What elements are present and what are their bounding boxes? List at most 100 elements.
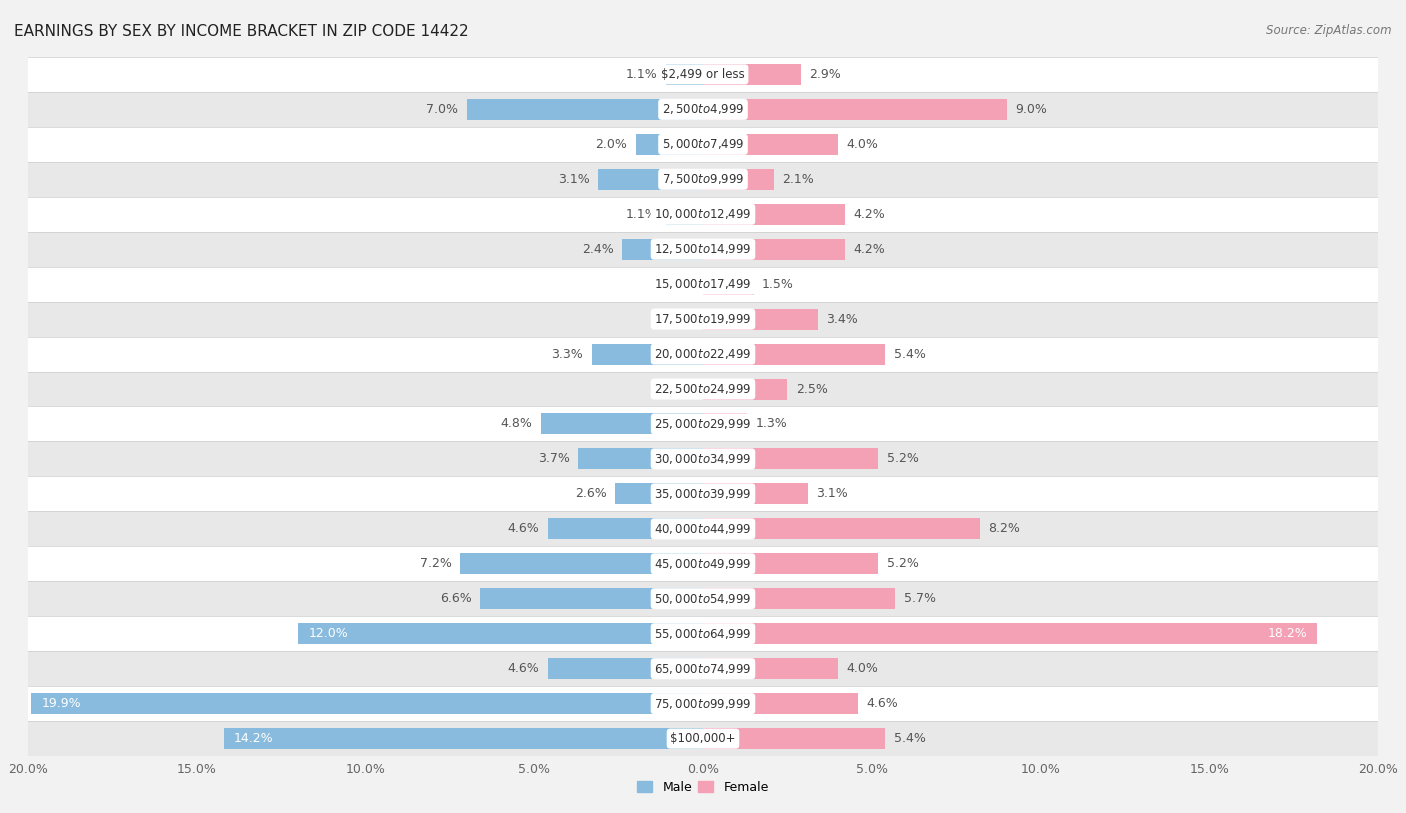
Text: 2.1%: 2.1% (782, 173, 814, 185)
Text: 1.1%: 1.1% (626, 208, 658, 220)
Bar (224, 728, 703, 749)
Text: 0.0%: 0.0% (662, 278, 695, 290)
Bar (28, 441, 1378, 476)
Text: $2,500 to $4,999: $2,500 to $4,999 (662, 102, 744, 116)
Text: 5.2%: 5.2% (887, 558, 918, 570)
Text: $65,000 to $74,999: $65,000 to $74,999 (654, 662, 752, 676)
Bar (467, 99, 703, 120)
Text: 0.0%: 0.0% (662, 313, 695, 325)
Text: 18.2%: 18.2% (1267, 628, 1308, 640)
Text: 2.4%: 2.4% (582, 243, 613, 255)
Bar (703, 344, 886, 364)
Text: 4.0%: 4.0% (846, 138, 879, 150)
Bar (703, 134, 838, 154)
Bar (703, 589, 896, 609)
Text: 4.2%: 4.2% (853, 243, 884, 255)
Text: $5,000 to $7,499: $5,000 to $7,499 (662, 137, 744, 151)
Bar (28, 162, 1378, 197)
Text: $20,000 to $22,499: $20,000 to $22,499 (654, 347, 752, 361)
Bar (28, 581, 1378, 616)
Bar (703, 309, 818, 329)
Text: 2.5%: 2.5% (796, 383, 828, 395)
Bar (703, 449, 879, 469)
Text: 4.6%: 4.6% (866, 698, 898, 710)
Bar (541, 414, 703, 434)
Bar (28, 721, 1378, 756)
Text: $50,000 to $54,999: $50,000 to $54,999 (654, 592, 752, 606)
Bar (592, 344, 703, 364)
Text: $15,000 to $17,499: $15,000 to $17,499 (654, 277, 752, 291)
Text: 5.4%: 5.4% (894, 348, 925, 360)
Text: 1.3%: 1.3% (755, 418, 787, 430)
Legend: Male, Female: Male, Female (633, 776, 773, 799)
Text: $30,000 to $34,999: $30,000 to $34,999 (654, 452, 752, 466)
Text: 4.0%: 4.0% (846, 663, 879, 675)
Bar (548, 519, 703, 539)
Text: 8.2%: 8.2% (988, 523, 1019, 535)
Text: $40,000 to $44,999: $40,000 to $44,999 (654, 522, 752, 536)
Bar (28, 197, 1378, 232)
Bar (703, 519, 980, 539)
Text: $100,000+: $100,000+ (671, 733, 735, 745)
Text: 5.4%: 5.4% (894, 733, 925, 745)
Text: 2.6%: 2.6% (575, 488, 607, 500)
Bar (28, 127, 1378, 162)
Text: 9.0%: 9.0% (1015, 103, 1047, 115)
Bar (28, 302, 1378, 337)
Text: $22,500 to $24,999: $22,500 to $24,999 (654, 382, 752, 396)
Text: 3.1%: 3.1% (558, 173, 591, 185)
Bar (460, 554, 703, 574)
Text: 3.7%: 3.7% (538, 453, 569, 465)
Text: 19.9%: 19.9% (42, 698, 82, 710)
Text: 2.0%: 2.0% (595, 138, 627, 150)
Bar (703, 693, 858, 714)
Bar (28, 651, 1378, 686)
Bar (28, 546, 1378, 581)
Bar (599, 169, 703, 189)
Bar (703, 624, 1317, 644)
Text: 2.9%: 2.9% (810, 68, 841, 80)
Bar (481, 589, 703, 609)
Bar (703, 414, 747, 434)
Bar (28, 511, 1378, 546)
Text: $12,500 to $14,999: $12,500 to $14,999 (654, 242, 752, 256)
Bar (28, 92, 1378, 127)
Bar (636, 134, 703, 154)
Bar (703, 484, 807, 504)
Bar (703, 379, 787, 399)
Text: 4.8%: 4.8% (501, 418, 533, 430)
Text: $35,000 to $39,999: $35,000 to $39,999 (654, 487, 752, 501)
Bar (28, 337, 1378, 372)
Text: 3.3%: 3.3% (551, 348, 583, 360)
Bar (616, 484, 703, 504)
Bar (703, 169, 773, 189)
Bar (703, 64, 801, 85)
Bar (703, 239, 845, 259)
Bar (28, 406, 1378, 441)
Text: 14.2%: 14.2% (233, 733, 274, 745)
Text: $10,000 to $12,499: $10,000 to $12,499 (654, 207, 752, 221)
Text: $75,000 to $99,999: $75,000 to $99,999 (654, 697, 752, 711)
Bar (666, 204, 703, 224)
Bar (28, 267, 1378, 302)
Bar (578, 449, 703, 469)
Text: 4.6%: 4.6% (508, 663, 540, 675)
Bar (666, 64, 703, 85)
Bar (28, 616, 1378, 651)
Text: 0.0%: 0.0% (662, 383, 695, 395)
Bar (28, 476, 1378, 511)
Text: 7.2%: 7.2% (420, 558, 451, 570)
Bar (31, 693, 703, 714)
Text: 3.4%: 3.4% (827, 313, 858, 325)
Text: $7,500 to $9,999: $7,500 to $9,999 (662, 172, 744, 186)
Bar (28, 686, 1378, 721)
Bar (28, 372, 1378, 406)
Bar (621, 239, 703, 259)
Text: 7.0%: 7.0% (426, 103, 458, 115)
Text: $17,500 to $19,999: $17,500 to $19,999 (654, 312, 752, 326)
Text: $2,499 or less: $2,499 or less (661, 68, 745, 80)
Bar (703, 554, 879, 574)
Bar (28, 232, 1378, 267)
Bar (703, 659, 838, 679)
Text: 3.1%: 3.1% (815, 488, 848, 500)
